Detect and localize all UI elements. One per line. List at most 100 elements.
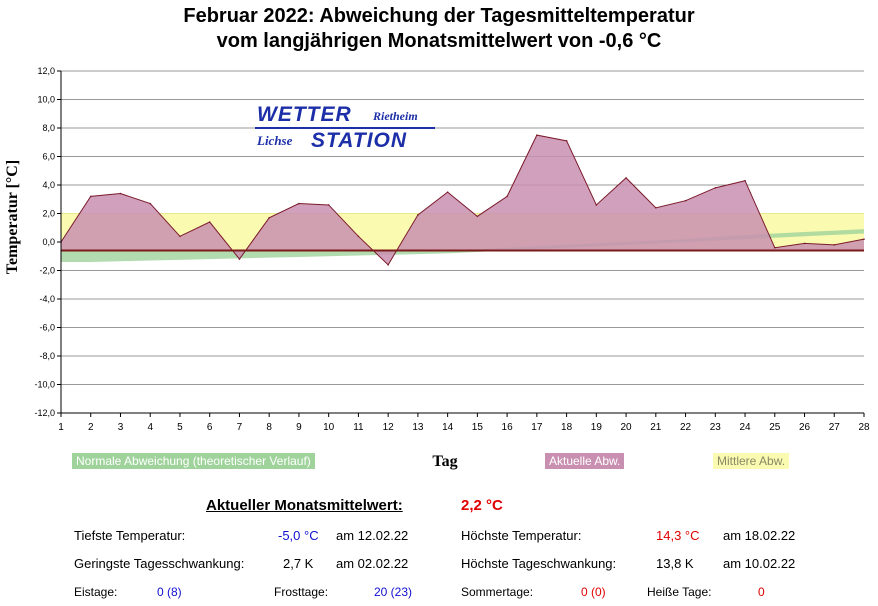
min-temp-date: am 12.02.22 — [336, 528, 409, 543]
actual-deviation-point — [476, 215, 479, 218]
x-tick-label: 3 — [118, 422, 124, 433]
y-tick-label: -8,0 — [39, 351, 55, 361]
actual-deviation-point — [684, 199, 687, 202]
y-tick-label: 10,0 — [37, 95, 55, 105]
max-temp-value: 14,3 °C — [656, 528, 700, 543]
x-axis-label: Tag — [432, 453, 458, 470]
x-tick-label: 15 — [472, 422, 484, 433]
x-tick-label: 23 — [710, 422, 722, 433]
x-tick-label: 9 — [296, 422, 302, 433]
y-tick-label: 12,0 — [37, 66, 55, 76]
chart-title-line-2: vom langjährigen Monatsmittelwert von -0… — [216, 30, 662, 52]
actual-deviation-point — [833, 244, 836, 246]
x-tick-label: 14 — [442, 422, 454, 433]
y-tick-label: 8,0 — [42, 123, 55, 133]
x-tick-label: 19 — [591, 422, 603, 433]
y-tick-label: -10,0 — [34, 380, 55, 390]
x-tick-label: 4 — [147, 422, 153, 433]
x-tick-label: 12 — [383, 422, 395, 433]
x-tick-label: 6 — [207, 422, 213, 433]
monthly-mean-heading: Aktueller Monatsmittelwert: — [206, 497, 403, 514]
actual-deviation-point — [179, 235, 181, 238]
max-range-value: 13,8 K — [656, 556, 694, 571]
x-tick-label: 28 — [858, 422, 870, 433]
ice-days-value: 0 (8) — [157, 585, 182, 599]
actual-deviation-point — [565, 140, 568, 142]
actual-deviation-point — [803, 242, 806, 245]
hot-days-label: Heiße Tage: — [647, 585, 712, 599]
actual-deviation-point — [387, 264, 389, 266]
max-temp-label: Höchste Temperatur: — [461, 528, 582, 543]
actual-deviation-point — [149, 202, 152, 205]
wetterstation-logo: WETTER Rietheim Lichse STATION — [255, 103, 437, 155]
actual-deviation-point — [268, 216, 270, 219]
y-tick-label: 0,0 — [42, 237, 55, 247]
x-tick-label: 27 — [829, 422, 841, 433]
actual-deviation-point — [536, 134, 538, 136]
y-tick-label: -4,0 — [39, 294, 55, 304]
logo-word-lichse: Lichse — [257, 133, 293, 148]
x-tick-label: 5 — [177, 422, 183, 433]
x-tick-label: 7 — [237, 422, 243, 433]
actual-deviation-point — [625, 177, 627, 179]
actual-deviation-point — [417, 214, 419, 216]
x-tick-label: 2 — [88, 422, 94, 433]
y-axis-label: Temperatur [°C] — [4, 159, 21, 275]
logo-word-station: STATION — [311, 129, 408, 152]
actual-deviation-point — [714, 187, 717, 189]
actual-deviation-point — [327, 204, 330, 206]
min-range-value: 2,7 K — [283, 556, 314, 571]
x-tick-label: 25 — [769, 422, 781, 433]
max-temp-date: am 18.02.22 — [723, 528, 796, 543]
summer-days-value: 0 (0) — [581, 585, 606, 599]
y-tick-label: 4,0 — [42, 180, 55, 190]
actual-deviation-point — [357, 235, 360, 238]
legend-normal: Normale Abweichung (theoretischer Verlau… — [72, 453, 315, 469]
x-tick-label: 10 — [323, 422, 335, 433]
actual-deviation-point — [446, 191, 449, 193]
frost-days-value: 20 (23) — [374, 585, 413, 599]
logo-word-wetter: WETTER — [257, 103, 352, 126]
actual-deviation-point — [863, 238, 865, 240]
legend-actual: Aktuelle Abw. — [545, 453, 625, 469]
x-tick-label: 11 — [353, 422, 364, 433]
actual-deviation-point — [773, 246, 776, 249]
monthly-mean-value: 2,2 °C — [461, 497, 503, 514]
x-tick-label: 24 — [739, 422, 751, 433]
min-range-label: Geringste Tagesschwankung: — [74, 556, 245, 571]
logo-word-rietheim: Rietheim — [373, 109, 418, 123]
actual-deviation-point — [119, 192, 122, 195]
legend-mean: Mittlere Abw. — [713, 453, 790, 469]
actual-deviation-point — [208, 221, 211, 223]
hot-days-value: 0 — [758, 585, 765, 599]
y-tick-label: -12,0 — [34, 408, 55, 418]
x-tick-label: 26 — [799, 422, 811, 433]
x-tick-label: 16 — [502, 422, 514, 433]
min-temp-value: -5,0 °C — [278, 528, 319, 543]
x-tick-label: 22 — [680, 422, 692, 433]
actual-deviation-point — [595, 204, 598, 206]
y-tick-label: 2,0 — [42, 209, 55, 219]
x-tick-label: 17 — [531, 422, 543, 433]
y-tick-label: 6,0 — [42, 152, 55, 162]
actual-deviation-point — [298, 202, 300, 205]
actual-deviation-line — [60, 134, 865, 266]
max-range-label: Höchste Tageschwankung: — [461, 556, 617, 571]
x-tick-label: 18 — [561, 422, 573, 433]
min-range-date: am 02.02.22 — [336, 556, 409, 571]
actual-deviation-area — [61, 135, 864, 265]
frost-days-label: Frosttage: — [274, 585, 329, 599]
normal-deviation-band — [61, 229, 864, 262]
x-tick-label: 8 — [266, 422, 272, 433]
actual-deviation-point — [655, 207, 657, 209]
max-range-date: am 10.02.22 — [723, 556, 796, 571]
actual-deviation-point — [744, 179, 746, 182]
x-tick-label: 20 — [621, 422, 633, 433]
logo-bar — [255, 127, 435, 129]
y-tick-label: -6,0 — [39, 323, 55, 333]
y-tick-label: -2,0 — [39, 266, 55, 276]
x-tick-label: 1 — [58, 422, 64, 433]
x-tick-label: 13 — [412, 422, 424, 433]
chart-title-line-1: Februar 2022: Abweichung der Tagesmittel… — [183, 5, 695, 27]
actual-deviation-point — [506, 195, 508, 198]
